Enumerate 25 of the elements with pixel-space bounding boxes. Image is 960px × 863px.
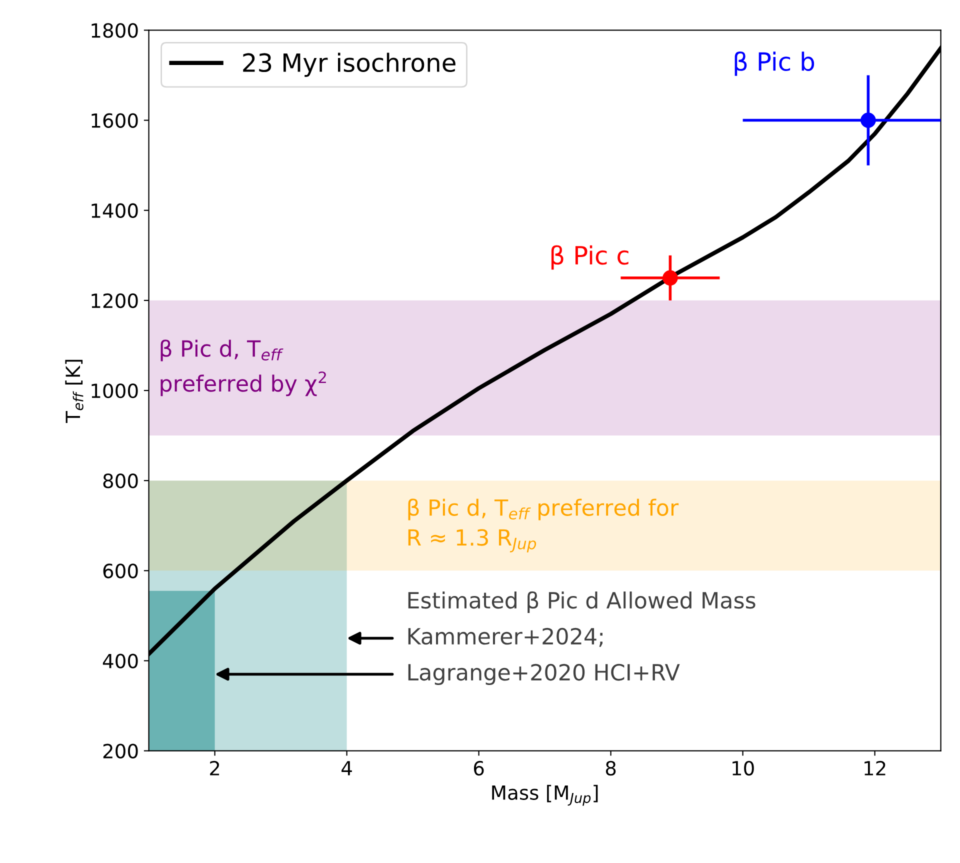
y-tick-label: 1400 — [92, 203, 138, 218]
y-tick-label: 600 — [103, 564, 138, 578]
band-label: β Pic d, T$_{eff}$ preferred by χ$^{2}$ — [160, 340, 326, 396]
series-label: β Pic c — [551, 245, 628, 270]
y-tick-label: 800 — [103, 474, 138, 488]
y-tick-label: 1600 — [92, 113, 138, 128]
text: β Pic d, T$_{eff}$ preferred for R ≈ 1.3 R$_{Jup}$ — [408, 498, 679, 552]
x-tick-label: 4 — [342, 761, 352, 776]
x-axis-title: Mass [M$_{Jup}$] — [492, 784, 598, 806]
y-tick-label: 200 — [103, 744, 138, 758]
text: β Pic b — [734, 51, 814, 76]
x-tick-label: 10 — [732, 760, 754, 776]
legend-label: 23 Myr isochrone — [243, 52, 456, 77]
y-tick-label: 1000 — [92, 383, 138, 398]
y-axis-title: T$_{eff}$ [K] — [65, 360, 84, 423]
annotation: Lagrange+2020 HCI+RV — [408, 664, 680, 685]
annotation: Kammerer+2024; — [408, 628, 602, 647]
x-tick-label: 8 — [606, 760, 616, 776]
x-tick-label: 6 — [474, 760, 484, 776]
y-tick-label: 400 — [102, 654, 138, 668]
x-tick-label: 12 — [864, 760, 886, 776]
y-tick-label: 1800 — [92, 23, 138, 38]
x-tick-label: 2 — [210, 760, 220, 776]
annotation: Estimated β Pic d Allowed Mass — [408, 591, 756, 614]
y-tick-label: 1200 — [92, 293, 138, 308]
